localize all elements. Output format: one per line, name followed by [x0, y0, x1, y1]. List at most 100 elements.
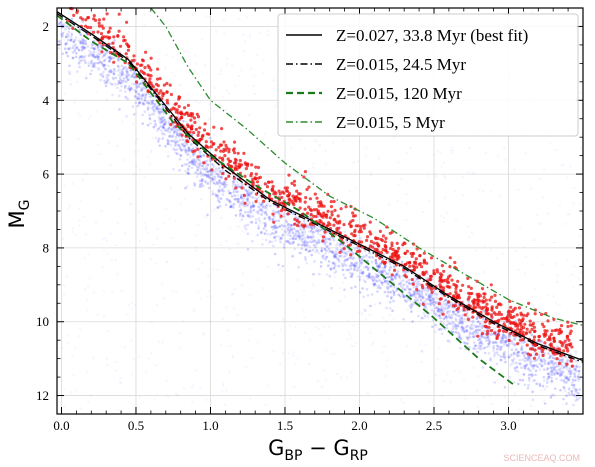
- field-star-point: [157, 107, 161, 111]
- field-star-point: [351, 272, 354, 276]
- field-star-point: [103, 79, 106, 82]
- field-star-point: [64, 42, 68, 45]
- field-star-point: [172, 126, 175, 129]
- member-star-point: [483, 292, 487, 296]
- field-star-point: [161, 132, 164, 136]
- field-star-point: [408, 281, 411, 285]
- field-star-point: [126, 70, 130, 73]
- member-star-point: [516, 342, 520, 346]
- field-star-point: [524, 356, 527, 360]
- field-star-point: [207, 175, 211, 179]
- field-star-point: [571, 273, 574, 276]
- field-star-point: [164, 128, 167, 131]
- field-star-point: [168, 130, 172, 134]
- field-star-point: [331, 250, 334, 254]
- field-star-point: [63, 92, 66, 96]
- field-star-point: [452, 326, 456, 329]
- field-star-point: [426, 174, 429, 178]
- field-star-point: [229, 205, 233, 208]
- x-tick-label: 1.0: [202, 418, 218, 433]
- field-star-point: [403, 271, 407, 275]
- field-star-point: [499, 358, 503, 362]
- field-star-point: [527, 383, 530, 387]
- field-star-point: [284, 219, 288, 222]
- field-star-point: [205, 182, 208, 185]
- field-star-point: [161, 105, 165, 108]
- field-star-point: [123, 86, 127, 90]
- member-star-point: [189, 111, 193, 116]
- field-star-point: [374, 259, 378, 262]
- field-star-point: [103, 54, 106, 58]
- field-star-point: [516, 354, 519, 358]
- field-star-point: [182, 320, 185, 323]
- field-star-point: [173, 138, 177, 142]
- member-star-point: [154, 82, 159, 86]
- field-star-point: [180, 148, 184, 151]
- member-star-point: [361, 224, 365, 228]
- member-star-point: [438, 272, 443, 276]
- field-star-point: [264, 222, 267, 225]
- field-star-point: [333, 253, 336, 256]
- field-star-point: [139, 168, 142, 172]
- field-star-point: [528, 359, 532, 363]
- field-star-point: [219, 343, 223, 346]
- field-star-point: [87, 64, 91, 67]
- field-star-point: [547, 376, 550, 379]
- field-star-point: [311, 233, 314, 237]
- field-star-point: [319, 265, 323, 268]
- member-star-point: [198, 138, 202, 142]
- field-star-point: [471, 335, 475, 338]
- field-star-point: [265, 238, 268, 242]
- field-star-point: [424, 343, 428, 346]
- field-star-point: [258, 219, 262, 223]
- field-star-point: [291, 237, 295, 241]
- member-star-point: [221, 149, 225, 153]
- field-star-point: [163, 122, 167, 126]
- member-star-point: [229, 159, 233, 163]
- field-star-point: [346, 338, 349, 341]
- field-star-point: [502, 352, 506, 356]
- field-star-point: [257, 206, 261, 209]
- field-star-point: [193, 163, 196, 166]
- member-star-point: [559, 341, 564, 345]
- member-star-point: [519, 327, 524, 331]
- field-star-point: [347, 331, 351, 334]
- field-star-point: [165, 379, 168, 382]
- field-star-point: [386, 287, 390, 291]
- field-star-point: [87, 400, 90, 404]
- field-star-point: [246, 194, 249, 197]
- field-star-point: [546, 378, 549, 381]
- field-star-point: [551, 360, 555, 364]
- member-star-point: [403, 273, 407, 277]
- field-star-point: [292, 212, 295, 216]
- field-star-point: [427, 298, 431, 302]
- field-star-point: [488, 333, 492, 337]
- field-star-point: [462, 379, 466, 382]
- field-star-point: [332, 255, 336, 259]
- field-star-point: [286, 227, 290, 230]
- member-star-point: [423, 259, 427, 263]
- x-tick-label: 2.0: [351, 418, 367, 433]
- member-star-point: [552, 339, 556, 343]
- field-star-point: [366, 391, 369, 395]
- field-star-point: [277, 212, 281, 215]
- field-star-point: [408, 291, 412, 295]
- field-star-point: [334, 261, 337, 264]
- field-star-point: [206, 295, 209, 298]
- field-star-point: [161, 116, 164, 119]
- member-star-point: [368, 230, 372, 234]
- field-star-point: [450, 319, 454, 322]
- field-star-point: [152, 243, 155, 246]
- field-star-point: [509, 386, 513, 390]
- member-star-point: [395, 241, 399, 245]
- field-star-point: [509, 400, 513, 404]
- field-star-point: [200, 174, 203, 178]
- member-star-point: [86, 16, 90, 20]
- field-star-point: [538, 368, 542, 371]
- field-star-point: [233, 189, 236, 193]
- field-star-point: [417, 314, 420, 318]
- field-star-point: [221, 181, 225, 185]
- field-star-point: [294, 234, 298, 237]
- y-tick-label: 8: [43, 240, 50, 255]
- field-star-point: [320, 248, 324, 251]
